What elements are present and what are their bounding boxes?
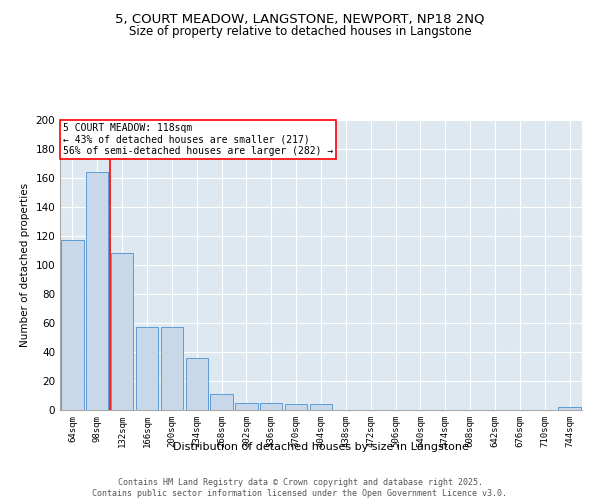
Bar bbox=[61, 240, 83, 410]
Bar bbox=[559, 407, 581, 410]
Bar bbox=[235, 403, 257, 410]
Text: 5 COURT MEADOW: 118sqm
← 43% of detached houses are smaller (217)
56% of semi-de: 5 COURT MEADOW: 118sqm ← 43% of detached… bbox=[62, 123, 333, 156]
Text: Size of property relative to detached houses in Langstone: Size of property relative to detached ho… bbox=[128, 25, 472, 38]
Bar bbox=[285, 404, 307, 410]
Bar bbox=[111, 254, 133, 410]
Y-axis label: Number of detached properties: Number of detached properties bbox=[20, 183, 30, 347]
Bar bbox=[86, 172, 109, 410]
Bar bbox=[136, 328, 158, 410]
Bar bbox=[185, 358, 208, 410]
Bar bbox=[260, 403, 283, 410]
Bar bbox=[161, 328, 183, 410]
Bar bbox=[310, 404, 332, 410]
Text: Distribution of detached houses by size in Langstone: Distribution of detached houses by size … bbox=[173, 442, 469, 452]
Text: Contains HM Land Registry data © Crown copyright and database right 2025.
Contai: Contains HM Land Registry data © Crown c… bbox=[92, 478, 508, 498]
Bar bbox=[211, 394, 233, 410]
Text: 5, COURT MEADOW, LANGSTONE, NEWPORT, NP18 2NQ: 5, COURT MEADOW, LANGSTONE, NEWPORT, NP1… bbox=[115, 12, 485, 26]
